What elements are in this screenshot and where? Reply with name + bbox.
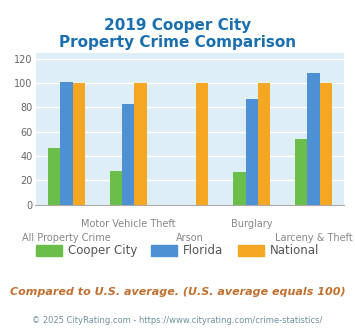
Text: Arson: Arson: [176, 233, 204, 243]
Bar: [110, 171, 122, 205]
Bar: [320, 83, 332, 205]
Text: Property Crime Comparison: Property Crime Comparison: [59, 35, 296, 50]
Bar: [258, 83, 270, 205]
Text: Larceny & Theft: Larceny & Theft: [274, 233, 353, 243]
Bar: [60, 82, 72, 205]
Bar: [233, 172, 246, 205]
Bar: [307, 74, 320, 205]
Text: © 2025 CityRating.com - https://www.cityrating.com/crime-statistics/: © 2025 CityRating.com - https://www.city…: [32, 315, 323, 325]
Bar: [246, 99, 258, 205]
Bar: [134, 83, 147, 205]
Text: All Property Crime: All Property Crime: [22, 233, 111, 243]
Bar: [72, 83, 85, 205]
Bar: [48, 148, 60, 205]
Text: Compared to U.S. average. (U.S. average equals 100): Compared to U.S. average. (U.S. average …: [10, 287, 345, 297]
Legend: Cooper City, Florida, National: Cooper City, Florida, National: [31, 240, 324, 262]
Bar: [196, 83, 208, 205]
Text: Burglary: Burglary: [231, 219, 272, 229]
Text: 2019 Cooper City: 2019 Cooper City: [104, 18, 251, 33]
Bar: [295, 139, 307, 205]
Bar: [122, 104, 134, 205]
Text: Motor Vehicle Theft: Motor Vehicle Theft: [81, 219, 175, 229]
